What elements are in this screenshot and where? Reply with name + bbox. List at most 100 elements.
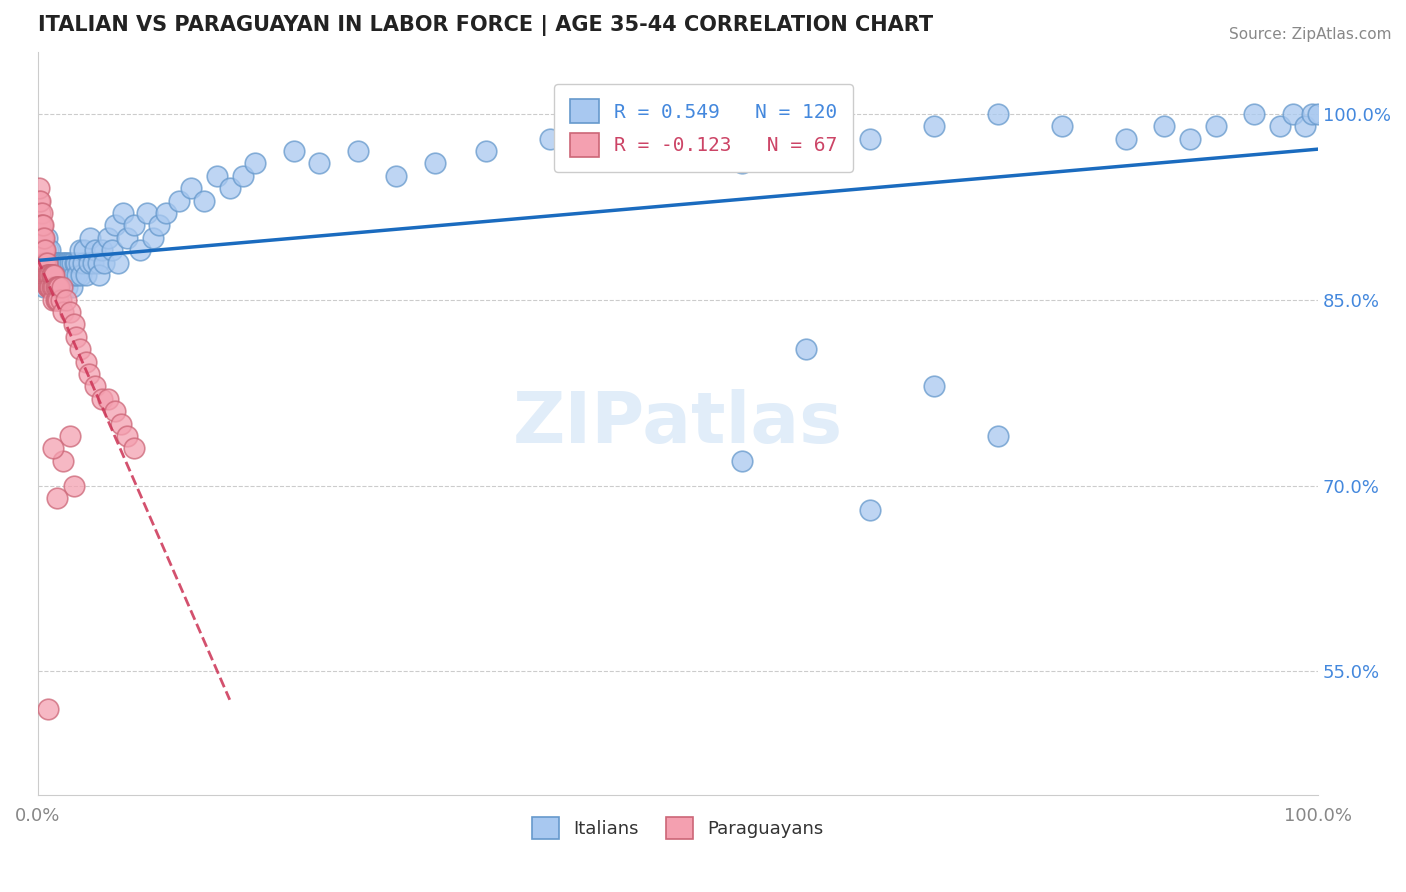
Point	[475, 144, 498, 158]
Point	[1153, 119, 1175, 133]
Point	[59, 255, 82, 269]
Point	[180, 181, 202, 195]
Point	[69, 343, 91, 357]
Point	[31, 231, 53, 245]
Text: ITALIAN VS PARAGUAYAN IN LABOR FORCE | AGE 35-44 CORRELATION CHART: ITALIAN VS PARAGUAYAN IN LABOR FORCE | A…	[38, 15, 932, 36]
Point	[70, 268, 93, 282]
Point	[31, 243, 53, 257]
Point	[385, 169, 408, 183]
Point	[32, 231, 55, 245]
Point	[1050, 119, 1073, 133]
Point	[52, 280, 75, 294]
Point	[30, 206, 52, 220]
Point	[45, 280, 67, 294]
Point	[53, 255, 76, 269]
Point	[41, 255, 63, 269]
Point	[1281, 107, 1303, 121]
Point	[346, 144, 368, 158]
Point	[60, 280, 83, 294]
Point	[987, 107, 1010, 121]
Point	[112, 206, 135, 220]
Point	[79, 231, 101, 245]
Point	[110, 417, 132, 431]
Point	[35, 268, 58, 282]
Point	[62, 478, 84, 492]
Point	[58, 255, 80, 269]
Point	[52, 454, 75, 468]
Point	[39, 243, 62, 257]
Point	[55, 268, 77, 282]
Point	[97, 231, 120, 245]
Point	[75, 268, 97, 282]
Point	[55, 255, 77, 269]
Point	[51, 280, 73, 294]
Point	[42, 293, 65, 307]
Point	[205, 169, 228, 183]
Text: Source: ZipAtlas.com: Source: ZipAtlas.com	[1229, 27, 1392, 42]
Point	[37, 701, 59, 715]
Point	[859, 503, 882, 517]
Point	[45, 255, 67, 269]
Point	[59, 268, 82, 282]
Point	[34, 243, 56, 257]
Point	[218, 181, 240, 195]
Point	[37, 268, 59, 282]
Point	[142, 231, 165, 245]
Point	[38, 268, 60, 282]
Point	[30, 194, 52, 208]
Point	[31, 255, 53, 269]
Point	[45, 280, 67, 294]
Point	[44, 280, 66, 294]
Point	[28, 181, 51, 195]
Point	[97, 392, 120, 406]
Point	[1205, 119, 1227, 133]
Point	[42, 280, 65, 294]
Point	[103, 219, 125, 233]
Legend: Italians, Paraguayans: Italians, Paraguayans	[524, 809, 831, 846]
Point	[39, 255, 62, 269]
Point	[193, 194, 215, 208]
Text: ZIPatlas: ZIPatlas	[513, 389, 844, 458]
Point	[135, 206, 157, 220]
Point	[38, 268, 60, 282]
Point	[42, 268, 65, 282]
Point	[31, 219, 53, 233]
Point	[67, 255, 90, 269]
Point	[62, 318, 84, 332]
Point	[794, 119, 817, 133]
Point	[283, 144, 305, 158]
Point	[32, 243, 55, 257]
Point	[922, 379, 945, 393]
Point	[49, 280, 72, 294]
Point	[60, 255, 83, 269]
Point	[34, 268, 56, 282]
Point	[35, 231, 58, 245]
Point	[35, 255, 58, 269]
Point	[38, 280, 60, 294]
Point	[603, 144, 626, 158]
Point	[75, 354, 97, 368]
Point	[37, 280, 59, 294]
Point	[794, 343, 817, 357]
Point	[38, 280, 60, 294]
Point	[41, 268, 63, 282]
Point	[31, 231, 53, 245]
Point	[32, 280, 55, 294]
Point	[56, 280, 79, 294]
Point	[122, 219, 145, 233]
Point	[51, 268, 73, 282]
Point	[65, 255, 87, 269]
Point	[101, 243, 124, 257]
Point	[103, 404, 125, 418]
Point	[31, 206, 53, 220]
Point	[1301, 107, 1323, 121]
Point	[666, 131, 689, 145]
Point	[66, 268, 89, 282]
Point	[72, 255, 94, 269]
Point	[69, 243, 91, 257]
Point	[90, 392, 112, 406]
Point	[731, 454, 754, 468]
Point	[45, 268, 67, 282]
Point	[52, 255, 75, 269]
Point	[44, 268, 66, 282]
